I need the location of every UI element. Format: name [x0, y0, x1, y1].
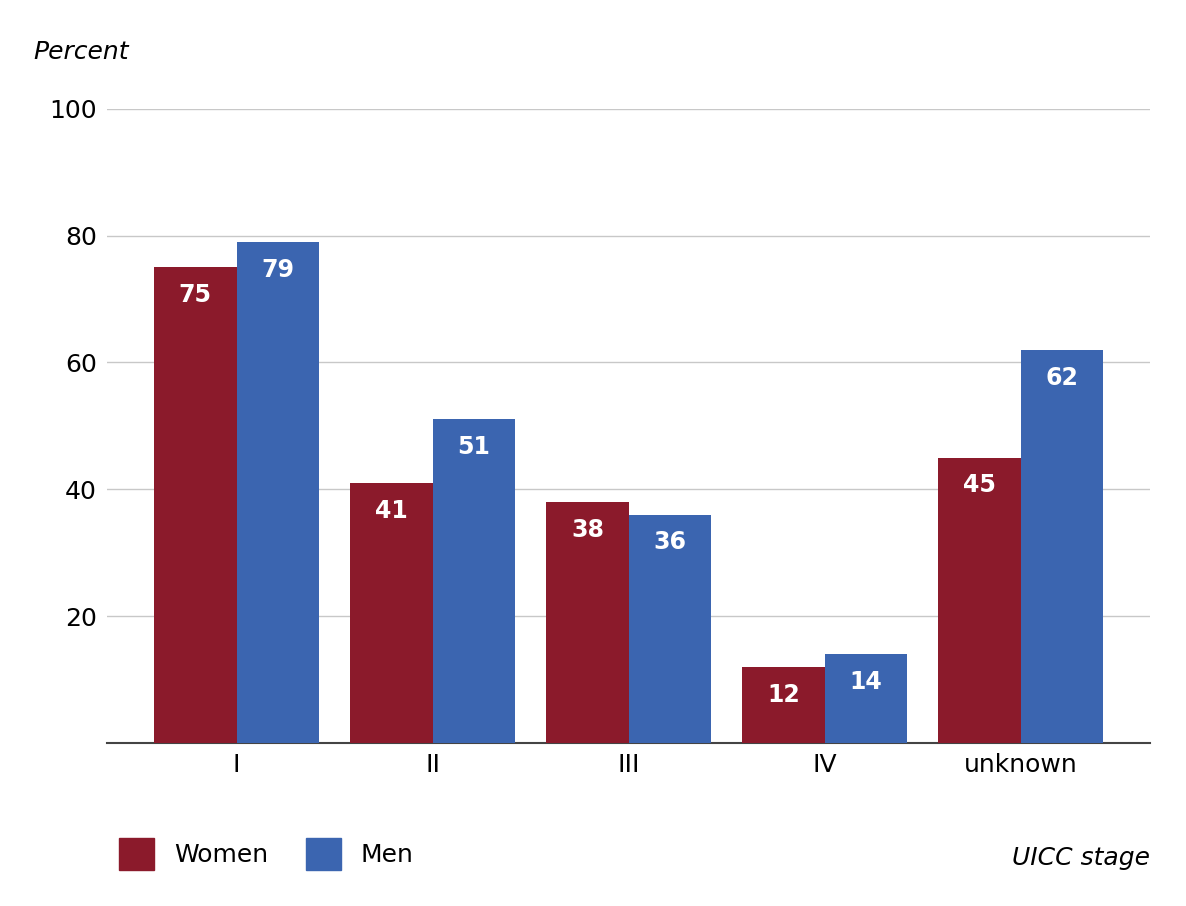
Text: 14: 14	[849, 670, 882, 694]
Text: Percent: Percent	[33, 41, 129, 64]
Bar	[154, 267, 236, 743]
Bar	[236, 242, 319, 743]
Bar	[1021, 350, 1103, 743]
Bar	[629, 515, 710, 743]
Bar	[547, 502, 629, 743]
Bar	[350, 483, 433, 743]
Bar	[938, 458, 1021, 743]
Text: 51: 51	[458, 435, 490, 459]
Bar	[742, 667, 824, 743]
Text: 12: 12	[767, 683, 799, 707]
Bar	[824, 654, 907, 743]
Text: 75: 75	[179, 283, 212, 307]
Text: 38: 38	[570, 518, 604, 542]
Bar	[433, 419, 515, 743]
Text: 41: 41	[375, 498, 408, 523]
Text: UICC stage: UICC stage	[1013, 846, 1150, 870]
Text: 36: 36	[653, 530, 687, 554]
Legend: Women, Men: Women, Men	[120, 838, 414, 870]
Text: 45: 45	[963, 473, 996, 497]
Text: 79: 79	[261, 258, 294, 282]
Text: 62: 62	[1045, 365, 1078, 390]
